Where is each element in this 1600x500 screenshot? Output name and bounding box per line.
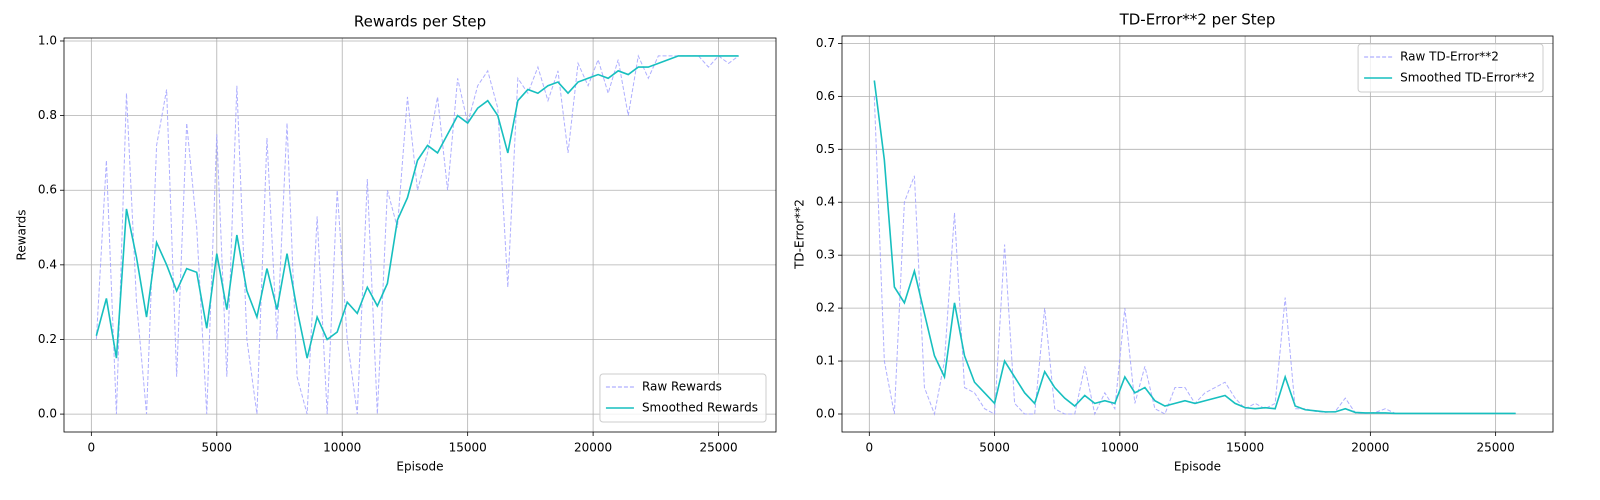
series-line: [95, 55, 739, 359]
y-tick-label: 0.4: [816, 195, 835, 209]
x-tick-label: 0: [88, 441, 96, 455]
y-tick-label: 0.4: [38, 257, 57, 271]
legend-box: [1357, 43, 1544, 93]
legend-label: Smoothed Rewards: [642, 401, 758, 415]
axes-frame: [63, 37, 777, 433]
axes-frame: [841, 35, 1554, 433]
y-axis-label: Rewards: [15, 210, 29, 261]
legend-label: Raw TD-Error**2: [1400, 50, 1499, 64]
x-tick-label: 25000: [1477, 441, 1515, 455]
x-tick-label: 25000: [699, 441, 737, 455]
legend-label: Raw Rewards: [642, 380, 722, 394]
x-tick-label: 15000: [1226, 441, 1264, 455]
y-tick-label: 0.6: [38, 183, 57, 197]
y-tick-label: 0.7: [816, 36, 835, 50]
legend: Raw Rewards Smoothed Rewards: [599, 373, 767, 423]
y-tick-label: 1.0: [38, 33, 57, 47]
legend: Raw TD-Error**2 Smoothed TD-Error**2: [1357, 43, 1544, 93]
x-axis-label: Episode: [396, 460, 443, 474]
y-tick-label: 0.8: [38, 108, 57, 122]
series-line: [95, 54, 739, 415]
x-axis-label: Episode: [1174, 460, 1221, 474]
y-tick-label: 0.2: [38, 332, 57, 346]
y-tick-label: 0.0: [38, 407, 57, 421]
y-tick-label: 0.5: [816, 142, 835, 156]
x-tick-label: 10000: [323, 441, 361, 455]
plot: 0 5000 10000 15000 20000 25000 0.0 0.1 0.2 0.3 0.4…: [793, 11, 1554, 474]
legend-box: [599, 373, 767, 423]
legend-label: Smoothed TD-Error**2: [1400, 71, 1535, 85]
chart-title: TD-Error**2 per Step: [1119, 11, 1276, 29]
x-tick-label: 20000: [1351, 441, 1389, 455]
x-tick-label: 15000: [449, 441, 487, 455]
x-tick-label: 5000: [979, 441, 1010, 455]
chart-title: Rewards per Step: [354, 13, 486, 31]
y-axis-label: TD-Error**2: [793, 199, 807, 270]
x-tick-label: 0: [865, 441, 873, 455]
y-tick-label: 0.3: [816, 248, 835, 262]
series-line: [873, 80, 1516, 415]
y-tick-label: 0.1: [816, 354, 835, 368]
y-tick-label: 0.2: [816, 301, 835, 315]
plot: 0 5000 10000 15000 20000 25000 0.0 0.2 0.4 0.6 0.8…: [15, 13, 777, 474]
x-tick-label: 5000: [202, 441, 233, 455]
y-tick-label: 0.0: [816, 407, 835, 421]
x-tick-label: 10000: [1101, 441, 1139, 455]
y-tick-label: 0.6: [816, 89, 835, 103]
x-tick-label: 20000: [574, 441, 612, 455]
